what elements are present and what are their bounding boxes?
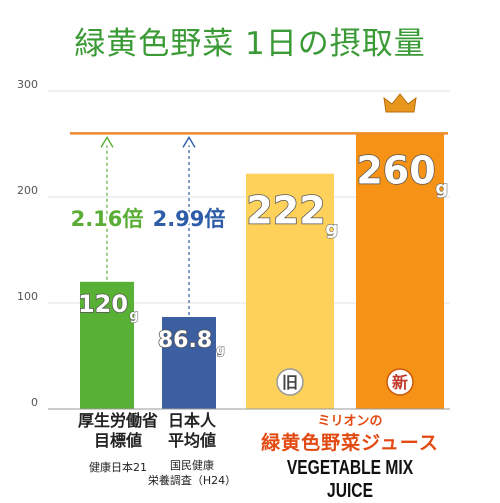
category-sub-target: 健康日本21 — [89, 461, 147, 474]
bar-value-unit: g — [129, 309, 138, 324]
y-tick-label: 200 — [17, 184, 38, 197]
category-label-target-line1: 厚生労働省 — [77, 411, 158, 430]
bar-value-unit: g — [435, 178, 448, 199]
multiplier-label: 2.99倍 — [153, 207, 226, 231]
bar-badge-text: 旧 — [282, 373, 298, 392]
bar — [356, 133, 444, 409]
bar-badge-text: 新 — [392, 373, 408, 392]
bar-badge-circle — [386, 368, 414, 396]
bar-value-unit: g — [216, 343, 225, 357]
product-name: 緑黄色野菜ジュース — [261, 432, 439, 454]
chart-title: 緑黄色野菜 1日の摂取量 — [74, 26, 426, 62]
category-label-target-line2: 目標値 — [93, 431, 142, 450]
category-label-average-line2: 平均値 — [167, 431, 216, 450]
category-sub-average-line1: 国民健康 — [170, 459, 214, 472]
bar-value-unit: g — [325, 218, 338, 239]
bar-value-label: 120 — [78, 290, 128, 318]
comparison-arrow-head — [100, 136, 114, 148]
y-tick-label: 300 — [17, 78, 38, 91]
bar-value-label: 86.8 — [158, 328, 212, 353]
crown-icon — [383, 93, 417, 113]
bar-value-label: 222 — [246, 189, 325, 233]
y-tick-label: 0 — [31, 396, 38, 409]
category-sub-average-line2: 栄養調査（H24） — [147, 474, 237, 487]
y-tick-label: 100 — [17, 290, 38, 303]
multiplier-label: 2.16倍 — [71, 207, 144, 231]
bar — [80, 281, 134, 409]
bar-badge-circle — [276, 368, 304, 396]
brand-name: ミリオンの — [317, 414, 383, 429]
bar — [162, 316, 216, 409]
comparison-arrow-head — [182, 136, 196, 148]
category-label-average-line1: 日本人 — [167, 411, 216, 430]
bar-value-label: 260 — [356, 148, 435, 192]
product-name-english: VEGETABLE MIX JUICE — [286, 457, 414, 502]
